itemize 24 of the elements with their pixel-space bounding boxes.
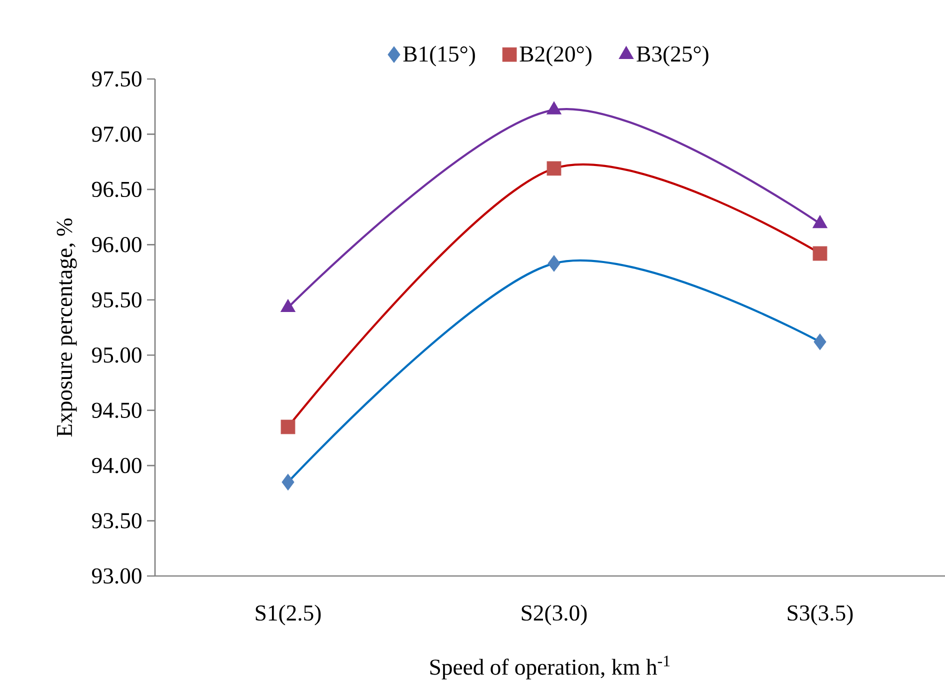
x-tick-label: S2(3.0)	[522, 604, 587, 626]
point	[548, 255, 560, 272]
point	[812, 246, 828, 261]
point	[280, 420, 296, 434]
x-axis-title: Speed of operation, km h$^{-1}$	[430, 656, 670, 680]
legend-label: B3(25°)	[636, 46, 708, 66]
y-tick-label: 96.50	[92, 182, 142, 198]
y-tick-label: 94.50	[92, 402, 142, 418]
y-tick-label: 93.50	[92, 513, 142, 528]
y-tick-label: 96.00	[92, 236, 142, 252]
y-tick-label: 94.00	[92, 458, 142, 474]
y-tick-label: 95.00	[92, 347, 142, 363]
x-tick-label: S3(3.5)	[788, 604, 853, 626]
y-tick-label: 95.50	[92, 292, 142, 308]
y-tick-label: 93.00	[92, 568, 142, 584]
legend-label: B2(20°)	[520, 46, 592, 66]
y-axis-title: Exposure percentage, %	[56, 218, 77, 437]
y-tick-label: 97.00	[92, 126, 142, 142]
legend-label: B1(15°)	[403, 46, 475, 66]
x-tick-label: S1(2.5)	[256, 604, 321, 626]
point	[546, 161, 562, 176]
y-tick-label: 97.50	[92, 71, 142, 87]
point	[282, 474, 294, 490]
point	[814, 334, 826, 350]
